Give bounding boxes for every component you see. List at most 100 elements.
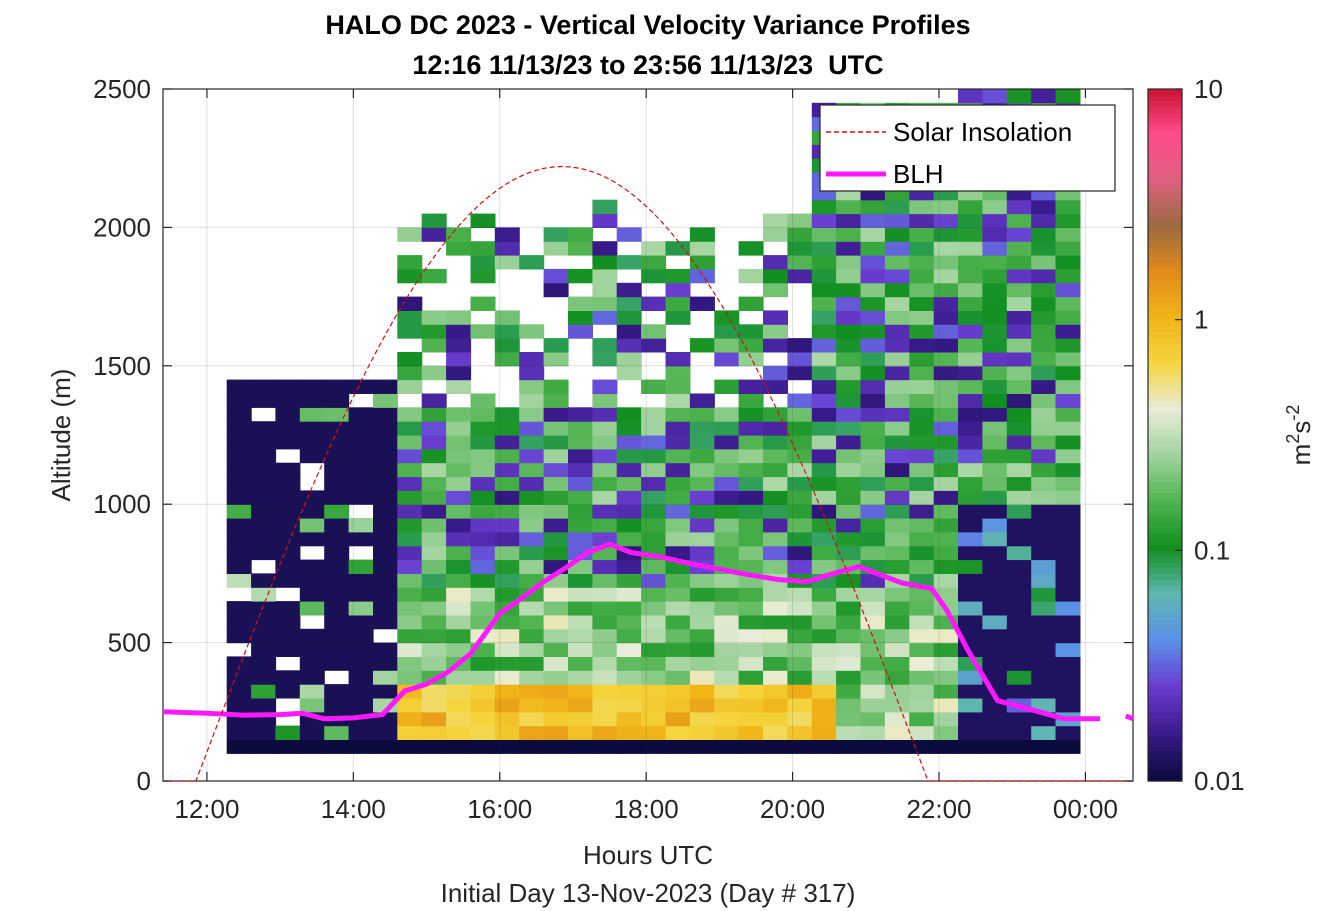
heatmap-cell <box>1031 573 1057 588</box>
heatmap-cell <box>470 518 496 533</box>
heatmap-cell <box>933 531 959 547</box>
heatmap-cell <box>421 338 447 353</box>
colorbar-swatch <box>1148 175 1182 182</box>
heatmap-cell <box>811 531 837 547</box>
heatmap-cell <box>543 282 569 298</box>
colorbar-swatch <box>1148 550 1182 557</box>
heatmap-cell <box>811 698 837 713</box>
heatmap-cell <box>470 476 496 491</box>
heatmap-cell <box>1055 213 1081 228</box>
colorbar-swatch <box>1148 192 1182 200</box>
heatmap-cell <box>446 421 472 436</box>
heatmap-cell <box>397 504 423 519</box>
colorbar-swatch <box>1148 279 1182 286</box>
heatmap-cell <box>714 628 740 644</box>
colorbar-swatch <box>1148 388 1182 396</box>
heatmap-cell <box>689 545 715 561</box>
heatmap-cell <box>763 642 788 657</box>
blh-line <box>162 541 1101 722</box>
heatmap-cell <box>470 670 496 685</box>
heatmap-cell <box>470 725 496 740</box>
heatmap-cell <box>958 199 983 215</box>
heatmap-cell <box>226 393 252 408</box>
heatmap-cell <box>811 296 837 311</box>
heatmap-cell <box>494 698 520 713</box>
heatmap-cell <box>494 573 520 588</box>
heatmap-cell <box>958 282 983 298</box>
heatmap-cell <box>738 462 764 478</box>
heatmap-cell <box>860 310 886 325</box>
heatmap-cell <box>982 338 1008 353</box>
heatmap-cell <box>446 352 472 367</box>
heatmap-cell <box>348 490 374 505</box>
heatmap-cell <box>958 504 983 519</box>
heatmap-cell <box>665 518 691 533</box>
heatmap-cell <box>884 545 910 561</box>
colorbar-swatch <box>1148 596 1182 603</box>
heatmap-cell <box>299 407 325 422</box>
heatmap-cell <box>689 628 715 644</box>
y-axis-label: Altitude (m) <box>46 369 76 502</box>
heatmap-cell <box>1006 407 1032 422</box>
heatmap-cell <box>324 504 350 519</box>
heatmap-cell <box>884 670 910 685</box>
heatmap-cell <box>641 518 667 533</box>
heatmap-cell <box>226 670 252 685</box>
heatmap-cell <box>226 725 252 740</box>
heatmap-cell <box>860 739 886 754</box>
heatmap-cell <box>958 739 983 754</box>
heatmap-cell <box>1055 282 1081 298</box>
heatmap-cell <box>665 656 691 671</box>
heatmap-cell <box>884 725 910 740</box>
heatmap-cell <box>860 421 886 436</box>
heatmap-cell <box>811 614 837 630</box>
heatmap-cell <box>714 421 740 436</box>
heatmap-cell <box>884 656 910 671</box>
heatmap-cell <box>446 670 472 685</box>
heatmap-cell <box>397 421 423 436</box>
heatmap-cell <box>373 435 398 450</box>
heatmap-cell <box>641 698 667 713</box>
colorbar-swatch <box>1148 181 1182 188</box>
heatmap-cell <box>1006 587 1032 602</box>
heatmap-cell <box>421 462 447 478</box>
colorbar-swatch <box>1148 146 1182 154</box>
heatmap-cell <box>665 628 691 644</box>
heatmap-cell <box>446 448 472 464</box>
heatmap-cell <box>397 379 423 394</box>
heatmap-cell <box>397 531 423 547</box>
colorbar-swatch <box>1148 348 1182 355</box>
heatmap-cell <box>714 656 740 671</box>
heatmap-cell <box>836 324 862 339</box>
plot-frame <box>162 88 1134 782</box>
heatmap-cell <box>714 531 740 547</box>
heatmap-cell <box>592 462 618 478</box>
heatmap-cell <box>373 684 398 699</box>
heatmap-cell <box>397 698 423 713</box>
heatmap-cell <box>568 407 593 422</box>
heatmap-cell <box>251 476 277 491</box>
heatmap-cell <box>982 296 1008 311</box>
heatmap-cell <box>933 268 959 284</box>
heatmap-cell <box>1031 379 1057 394</box>
heatmap-cell <box>446 310 472 325</box>
heatmap-cell <box>373 670 398 685</box>
colorbar-swatch <box>1148 734 1182 742</box>
heatmap-cell <box>714 435 740 450</box>
heatmap-cell <box>616 711 642 727</box>
heatmap-cell <box>251 531 277 547</box>
colorbar-swatch <box>1148 723 1182 730</box>
heatmap-cell <box>446 518 472 533</box>
heatmap-cell <box>811 241 837 256</box>
heatmap-cell <box>1031 255 1057 270</box>
colorbar-swatch <box>1148 336 1182 344</box>
heatmap-cell <box>226 684 252 699</box>
heatmap-cell <box>763 725 788 740</box>
heatmap-cell <box>519 421 545 436</box>
heatmap-cell <box>275 559 301 574</box>
heatmap-cell <box>543 462 569 478</box>
heatmap-cell <box>397 518 423 533</box>
heatmap-cell <box>494 545 520 561</box>
heatmap-cell <box>1031 601 1057 616</box>
heatmap-cell <box>958 255 983 270</box>
